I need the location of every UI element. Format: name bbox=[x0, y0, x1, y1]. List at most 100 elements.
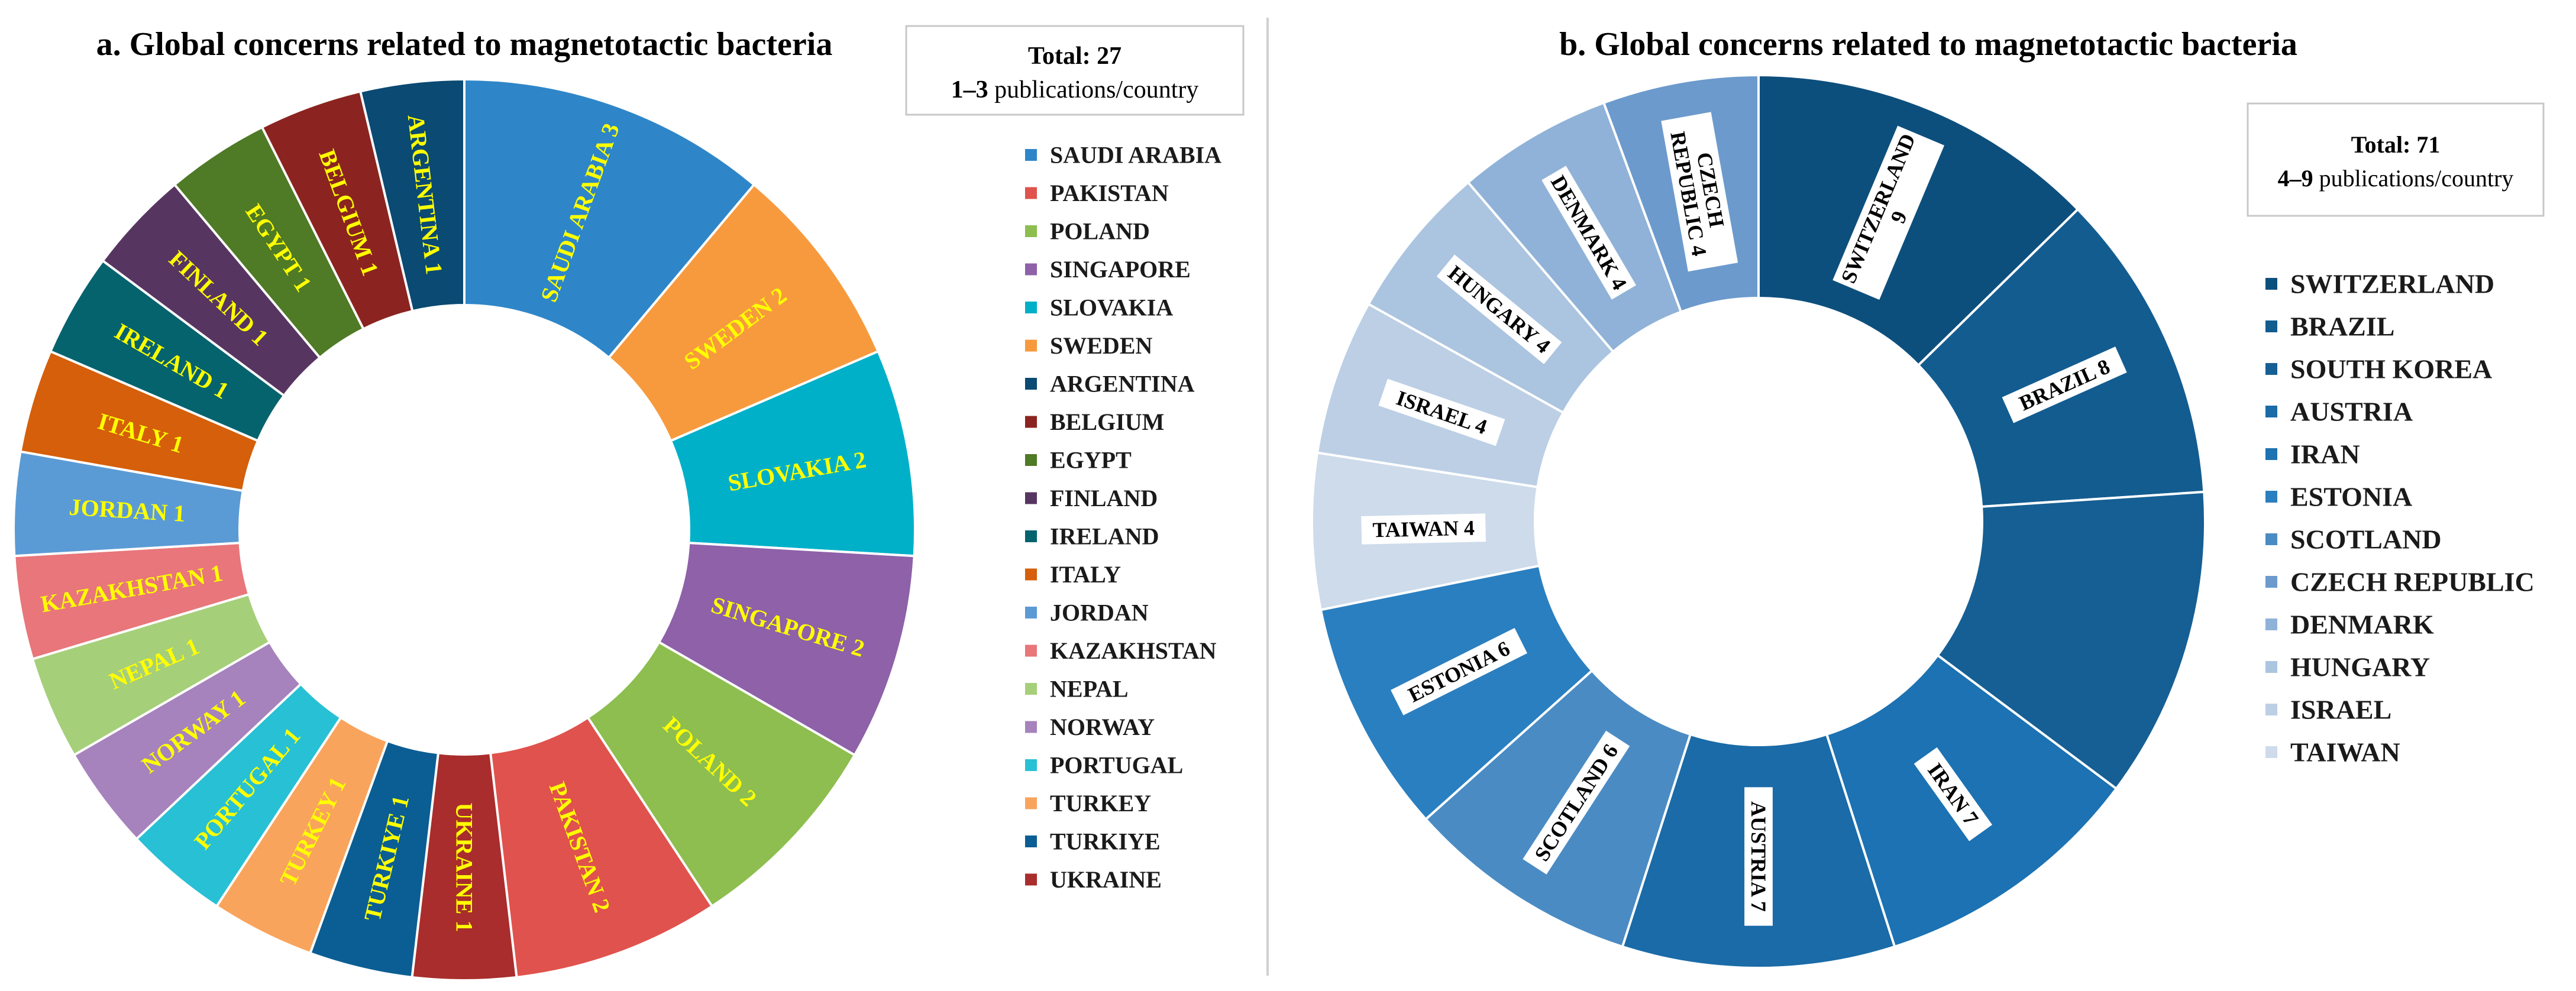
chart-b-slice-label-bg bbox=[1378, 378, 1505, 446]
chart-b-legend-swatch-hungary bbox=[2265, 661, 2277, 673]
summary-total-value: 27 bbox=[1097, 43, 1121, 70]
chart-b-slice-label-bg bbox=[2002, 346, 2127, 423]
chart-a-slice-sweden bbox=[607, 183, 880, 443]
chart-a-legend-swatch-slovakia bbox=[1025, 302, 1037, 313]
chart-a-legend-label-finland: FINLAND bbox=[1050, 485, 1158, 511]
chart-b-legend-swatch-estonia bbox=[2265, 491, 2277, 503]
chart-a-legend: SAUDI ARABIA PAKISTAN POLAND SINGAPORE SLOVA… bbox=[1025, 142, 1221, 893]
chart-a-legend-label-italy: ITALY bbox=[1050, 561, 1121, 588]
chart-a-slice-poland bbox=[586, 640, 856, 908]
chart-a-slices bbox=[12, 77, 916, 982]
summary-total: Total: 71 bbox=[2351, 131, 2441, 158]
chart-a-legend-label-ukraine: UKRAINE bbox=[1050, 866, 1162, 893]
summary-total-label: Total: bbox=[1028, 43, 1091, 70]
chart-a-legend-label-jordan: JORDAN bbox=[1050, 600, 1149, 626]
summary-range-text: publications/country bbox=[2319, 165, 2514, 192]
chart-b-legend-swatch-iran bbox=[2265, 448, 2277, 460]
chart-a-legend-swatch-portugal bbox=[1025, 759, 1037, 771]
chart-a-legend-swatch-ukraine bbox=[1025, 873, 1037, 886]
chart-a-slice-singapore bbox=[657, 541, 916, 757]
chart-b-slice-label-austria: AUSTRIA 7 bbox=[1744, 787, 1773, 926]
summary-range: 1–3 publications/country bbox=[951, 76, 1199, 103]
chart-a-legend-swatch-jordan bbox=[1025, 607, 1037, 618]
chart-b-legend-swatch-scotland bbox=[2265, 533, 2277, 545]
chart-a-slice-label-text: UKRAINE 1 bbox=[451, 803, 478, 932]
summary-box-frame bbox=[2247, 102, 2545, 217]
chart-a-legend-swatch-finland bbox=[1025, 492, 1037, 504]
chart-a-legend-label-egypt: EGYPT bbox=[1050, 447, 1132, 474]
chart-a-legend-label-sweden: SWEDEN bbox=[1050, 332, 1152, 359]
chart-b-legend-swatch-switzerland bbox=[2265, 278, 2277, 290]
chart-a-legend-label-turkey: TURKEY bbox=[1050, 790, 1151, 817]
summary-total-value: 71 bbox=[2416, 131, 2440, 158]
chart-b-legend-label-austria: AUSTRIA bbox=[2290, 397, 2413, 427]
chart-b-slice-label-bg bbox=[1361, 513, 1486, 545]
chart-b-legend-label-czech-republic: CZECH REPUBLIC bbox=[2290, 567, 2535, 597]
summary-total-label: Total: bbox=[2351, 131, 2411, 158]
chart-a-slice-saudi-arabia bbox=[463, 77, 756, 360]
chart-a-legend-label-saudi-arabia: SAUDI ARABIA bbox=[1050, 142, 1221, 169]
chart-a-legend-label-norway: NORWAY bbox=[1050, 714, 1155, 740]
chart-a-legend-label-poland: POLAND bbox=[1050, 218, 1150, 245]
chart-b-slice-label-bg bbox=[1541, 166, 1637, 300]
chart-b-slices bbox=[1311, 73, 2206, 969]
chart-a-legend-label-turkiye: TURKIYE bbox=[1050, 828, 1161, 855]
chart-a-legend-swatch-poland bbox=[1025, 225, 1037, 237]
chart-b-slice-south-korea bbox=[1936, 490, 2206, 791]
chart-a-legend-swatch-pakistan bbox=[1025, 187, 1037, 199]
chart-a-legend-swatch-norway bbox=[1025, 721, 1037, 733]
chart-a-legend-label-singapore: SINGAPORE bbox=[1050, 256, 1191, 283]
summary-total: Total: 27 bbox=[1028, 43, 1121, 70]
chart-b-slice-label-text: AUSTRIA 7 bbox=[1747, 801, 1770, 912]
chart-b-slice-label-bg bbox=[1436, 254, 1562, 364]
chart-b-legend-swatch-brazil bbox=[2265, 320, 2277, 332]
chart-a-summary-box: Total: 27 1–3 publications/country bbox=[905, 25, 1245, 116]
chart-a-legend-label-belgium: BELGIUM bbox=[1050, 409, 1164, 435]
chart-a-legend-label-nepal: NEPAL bbox=[1050, 676, 1129, 702]
chart-a-legend-swatch-sweden bbox=[1025, 339, 1037, 352]
chart-b-legend-swatch-israel bbox=[2265, 704, 2277, 715]
chart-b-legend-label-south-korea: SOUTH KOREA bbox=[2290, 354, 2492, 384]
chart-b-slice-label-bg bbox=[1744, 787, 1773, 926]
chart-b-slice-label-taiwan: TAIWAN 4 bbox=[1361, 513, 1486, 545]
chart-b-legend-label-brazil: BRAZIL bbox=[2290, 312, 2394, 342]
chart-a-legend-label-argentina: ARGENTINA bbox=[1050, 371, 1195, 397]
chart-a-slice-argentina bbox=[358, 77, 466, 313]
chart-b-slice-label-bg bbox=[1832, 125, 1945, 300]
chart-a-legend-swatch-italy bbox=[1025, 568, 1037, 581]
chart-b-summary-box: Total: 71 4–9 publications/country bbox=[2247, 102, 2545, 217]
chart-a-legend-swatch-belgium bbox=[1025, 416, 1037, 428]
chart-a-legend-swatch-ireland bbox=[1025, 530, 1037, 542]
summary-range-prefix: 1–3 bbox=[951, 76, 988, 103]
chart-a-legend-label-kazakhstan: KAZAKHSTAN bbox=[1050, 637, 1217, 664]
summary-box-frame bbox=[905, 25, 1245, 116]
chart-a-legend-swatch-singapore bbox=[1025, 263, 1037, 276]
chart-a-legend-swatch-turkiye bbox=[1025, 835, 1037, 847]
chart-a-title: a. Global concerns related to magnetotac… bbox=[96, 26, 833, 63]
panel-b: b. Global concerns related to magnetotac… bbox=[1311, 26, 2545, 969]
summary-range: 4–9 publications/country bbox=[2278, 165, 2514, 192]
chart-a-slice-slovakia bbox=[669, 349, 916, 558]
chart-b-legend-label-iran: IRAN bbox=[2290, 439, 2360, 469]
chart-b-legend-label-denmark: DENMARK bbox=[2290, 610, 2434, 640]
chart-a-slice-pakistan bbox=[489, 715, 714, 979]
chart-b-legend-label-switzerland: SWITZERLAND bbox=[2290, 269, 2494, 299]
summary-range-prefix: 4–9 bbox=[2278, 165, 2313, 192]
chart-a-slice-label-ukraine: UKRAINE 1 bbox=[451, 803, 478, 932]
chart-b-slice-label-bg bbox=[1391, 627, 1527, 715]
chart-a-legend-label-ireland: IRELAND bbox=[1050, 523, 1159, 550]
chart-a-legend-label-portugal: PORTUGAL bbox=[1050, 752, 1183, 779]
chart-a-legend-swatch-turkey bbox=[1025, 797, 1037, 809]
chart-b-slice-label-bg bbox=[1661, 112, 1738, 272]
chart-b-legend-swatch-taiwan bbox=[2265, 746, 2277, 758]
chart-a-legend-swatch-argentina bbox=[1025, 378, 1037, 390]
chart-b-legend-label-israel: ISRAEL bbox=[2290, 695, 2391, 725]
chart-b-slice-estonia bbox=[1319, 564, 1594, 821]
summary-range-text: publications/country bbox=[994, 76, 1198, 103]
chart-b-legend-swatch-south-korea bbox=[2265, 363, 2277, 375]
chart-b-slice-label-text: TAIWAN 4 bbox=[1372, 516, 1475, 542]
chart-a-legend-swatch-nepal bbox=[1025, 683, 1037, 695]
chart-a-legend-swatch-egypt bbox=[1025, 454, 1037, 466]
chart-b-slice-label-bg bbox=[1914, 747, 1993, 841]
